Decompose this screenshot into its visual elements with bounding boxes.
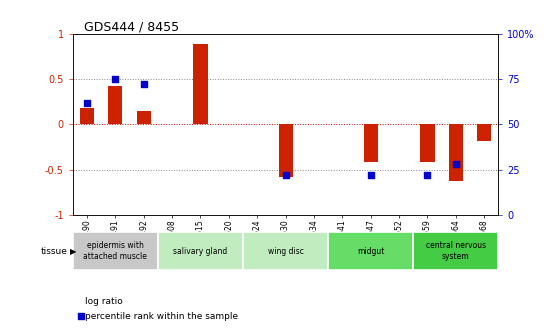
- Text: wing disc: wing disc: [268, 247, 304, 256]
- Bar: [363, 124, 378, 162]
- Point: [366, 172, 375, 178]
- Point: [423, 172, 432, 178]
- Bar: [73, 232, 158, 270]
- Bar: [477, 124, 491, 141]
- Bar: [328, 232, 413, 270]
- Text: epidermis with
attached muscle: epidermis with attached muscle: [83, 242, 147, 261]
- Bar: [243, 232, 328, 270]
- Text: GDS444 / 8455: GDS444 / 8455: [84, 20, 179, 33]
- Point: [451, 162, 460, 167]
- Text: tissue: tissue: [40, 247, 67, 256]
- Bar: [413, 232, 498, 270]
- Text: midgut: midgut: [357, 247, 384, 256]
- Bar: [158, 232, 243, 270]
- Bar: [421, 124, 435, 162]
- Bar: [80, 108, 94, 124]
- Text: percentile rank within the sample: percentile rank within the sample: [85, 312, 238, 321]
- Bar: [108, 86, 123, 124]
- Text: salivary gland: salivary gland: [174, 247, 227, 256]
- Bar: [449, 124, 463, 180]
- Point: [111, 76, 120, 82]
- Bar: [193, 44, 208, 124]
- Bar: [278, 124, 293, 177]
- Point: [82, 100, 91, 105]
- Text: central nervous
system: central nervous system: [426, 242, 486, 261]
- Text: log ratio: log ratio: [85, 297, 123, 306]
- Text: ▶: ▶: [70, 247, 77, 256]
- Point: [77, 313, 86, 319]
- Bar: [137, 111, 151, 124]
- Point: [139, 82, 148, 87]
- Point: [281, 172, 290, 178]
